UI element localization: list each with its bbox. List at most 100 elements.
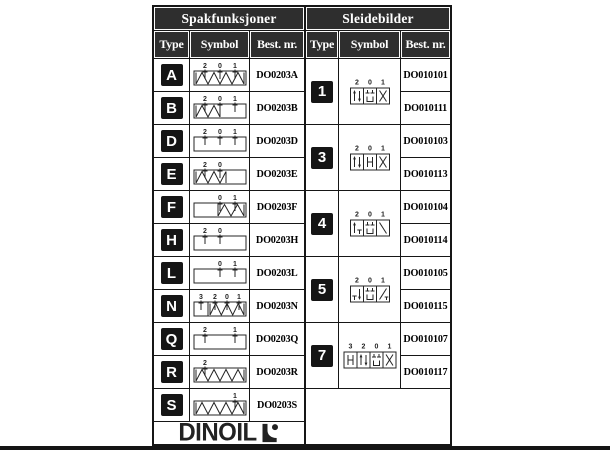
right-type-cell: 1	[306, 59, 338, 124]
best-nr-cell: DO010107	[401, 323, 450, 355]
svg-text:0: 0	[225, 294, 229, 301]
left-col-header-best: Best. nr.	[250, 31, 304, 58]
svg-text:2: 2	[213, 294, 217, 301]
svg-text:0: 0	[218, 129, 222, 136]
lever-symbol-cell: 1	[190, 389, 249, 421]
svg-text:3: 3	[348, 343, 352, 350]
svg-text:1: 1	[237, 294, 241, 301]
svg-text:1: 1	[233, 63, 237, 70]
dinoil-logo: DINOIL	[154, 422, 304, 444]
right-type-cell: 3	[306, 125, 338, 190]
svg-text:0: 0	[218, 261, 222, 268]
svg-text:0: 0	[368, 211, 372, 218]
svg-text:1: 1	[387, 343, 391, 350]
best-nr-cell: DO0203L	[250, 257, 304, 289]
lever-symbol: 3 2 0 1	[193, 294, 246, 317]
left-type-cell: E	[154, 158, 189, 190]
best-nr-cell: DO010111	[401, 92, 450, 124]
svg-text:0: 0	[218, 195, 222, 202]
type-badge: D	[160, 130, 183, 152]
left-type-cell: B	[154, 92, 189, 124]
type-badge: E	[160, 163, 183, 185]
svg-text:0: 0	[368, 277, 372, 284]
lever-symbol-cell: 2 0 1	[190, 125, 249, 157]
empty-cell	[306, 389, 450, 444]
spool-symbol-cell: 2 0 1	[339, 191, 400, 256]
left-type-cell: N	[154, 290, 189, 322]
lever-symbol: 2 0 1	[193, 129, 246, 152]
lever-symbol-cell: 2 0 1	[190, 92, 249, 124]
best-nr-cell: DO010101	[401, 59, 450, 91]
svg-text:0: 0	[218, 63, 222, 70]
type-badge: H	[160, 229, 183, 251]
lever-symbol: 2 0 1	[193, 96, 246, 119]
svg-text:2: 2	[355, 211, 359, 218]
right-col-header-best: Best. nr.	[401, 31, 450, 58]
svg-text:1: 1	[233, 96, 237, 103]
right-type-cell: 7	[306, 323, 338, 388]
best-nr-cell: DO010114	[401, 224, 450, 256]
valve-spool-symbol: 2 0 1	[349, 79, 390, 104]
best-nr-cell: DO0203R	[250, 356, 304, 388]
svg-text:1: 1	[381, 211, 385, 218]
type-badge: L	[160, 262, 183, 284]
logo-mark-icon	[262, 423, 278, 443]
svg-text:0: 0	[368, 79, 372, 86]
logo-text: DINOIL	[178, 422, 257, 444]
svg-text:1: 1	[233, 195, 237, 202]
type-badge: R	[160, 361, 183, 383]
svg-text:1: 1	[233, 129, 237, 136]
left-type-cell: A	[154, 59, 189, 91]
best-nr-cell: DO0203H	[250, 224, 304, 256]
best-nr-cell: DO0203Q	[250, 323, 304, 355]
lever-symbol: 1	[193, 393, 246, 416]
svg-text:1: 1	[233, 327, 237, 334]
lever-symbol-cell: 2	[190, 356, 249, 388]
right-type-cell: 4	[306, 191, 338, 256]
type-badge: 3	[311, 146, 333, 169]
valve-spool-symbol: 3 2 0 1	[343, 343, 396, 368]
left-type-cell: H	[154, 224, 189, 256]
valve-spool-symbol: 2 0 1	[349, 145, 390, 170]
left-table-title: Spakfunksjoner	[154, 7, 304, 30]
type-badge: A	[160, 64, 183, 86]
lever-symbol-cell: 3 2 0 1	[190, 290, 249, 322]
right-type-cell: 5	[306, 257, 338, 322]
best-nr-cell: DO010115	[401, 290, 450, 322]
svg-text:2: 2	[203, 129, 207, 136]
left-type-cell: F	[154, 191, 189, 223]
best-nr-cell: DO0203B	[250, 92, 304, 124]
type-badge: F	[160, 196, 183, 218]
type-badge: 1	[311, 80, 333, 103]
type-badge: S	[160, 394, 183, 416]
spool-symbol-cell: 3 2 0 1	[339, 323, 400, 388]
valve-spool-symbol: 2 0 1	[349, 277, 390, 302]
svg-text:2: 2	[203, 96, 207, 103]
spool-symbol-cell: 2 0 1	[339, 59, 400, 124]
type-badge: N	[160, 295, 183, 317]
left-type-cell: D	[154, 125, 189, 157]
svg-text:2: 2	[203, 228, 207, 235]
svg-text:3: 3	[199, 294, 203, 301]
type-badge: Q	[160, 328, 183, 350]
left-col-header-type: Type	[154, 31, 189, 58]
right-table-title: Sleidebilder	[306, 7, 450, 30]
svg-text:2: 2	[355, 145, 359, 152]
svg-text:2: 2	[203, 63, 207, 70]
svg-text:2: 2	[203, 327, 207, 334]
svg-text:0: 0	[368, 145, 372, 152]
best-nr-cell: DO0203S	[250, 389, 304, 421]
best-nr-cell: DO010105	[401, 257, 450, 289]
left-type-cell: Q	[154, 323, 189, 355]
svg-text:0: 0	[218, 96, 222, 103]
svg-text:1: 1	[233, 393, 237, 400]
svg-text:1: 1	[381, 145, 385, 152]
